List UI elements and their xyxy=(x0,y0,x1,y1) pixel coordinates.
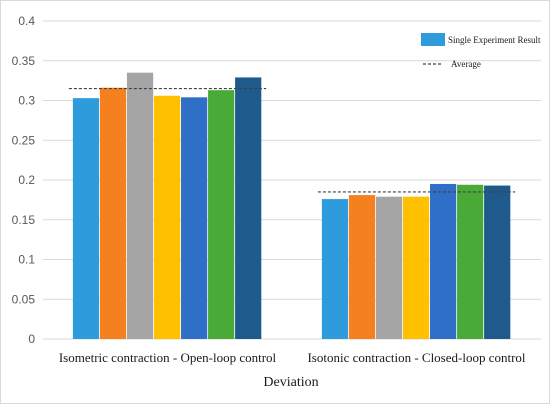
legend-label-average: Average xyxy=(451,59,481,69)
bar xyxy=(348,195,376,339)
y-tick-label: 0.3 xyxy=(18,94,35,108)
y-tick-label: 0.05 xyxy=(12,292,36,306)
category-labels: Isometric contraction - Open-loop contro… xyxy=(59,350,526,365)
y-axis-ticks: 0 0.05 0.1 0.15 0.2 0.25 0.3 0.35 0.4 xyxy=(12,14,36,346)
legend-label-single-experiment: Single Experiment Result xyxy=(448,35,541,45)
bar xyxy=(153,95,181,339)
bar xyxy=(72,98,100,340)
bar xyxy=(321,199,349,339)
x-axis-title: Deviation xyxy=(263,375,318,390)
legend: Single Experiment Result Average xyxy=(421,33,541,69)
y-tick-label: 0.2 xyxy=(18,173,35,187)
bar xyxy=(181,97,208,339)
y-tick-label: 0.4 xyxy=(18,14,35,28)
y-tick-label: 0.15 xyxy=(12,213,36,227)
bar xyxy=(208,90,235,339)
bar xyxy=(484,185,511,339)
legend-swatch-single-experiment xyxy=(421,33,445,46)
bar xyxy=(457,184,484,339)
y-tick-label: 0.35 xyxy=(12,54,36,68)
bars xyxy=(72,72,511,340)
category-label: Isometric contraction - Open-loop contro… xyxy=(59,350,277,365)
bar xyxy=(430,183,457,339)
bar xyxy=(402,196,430,339)
y-tick-label: 0.25 xyxy=(12,133,36,147)
category-label: Isotonic contraction - Closed-loop contr… xyxy=(307,350,525,365)
average-lines xyxy=(68,87,516,193)
bar xyxy=(375,196,403,339)
bar xyxy=(99,87,127,339)
y-tick-label: 0.1 xyxy=(18,253,35,267)
bar xyxy=(235,77,262,339)
bar xyxy=(126,72,154,340)
y-tick-label: 0 xyxy=(28,332,35,346)
